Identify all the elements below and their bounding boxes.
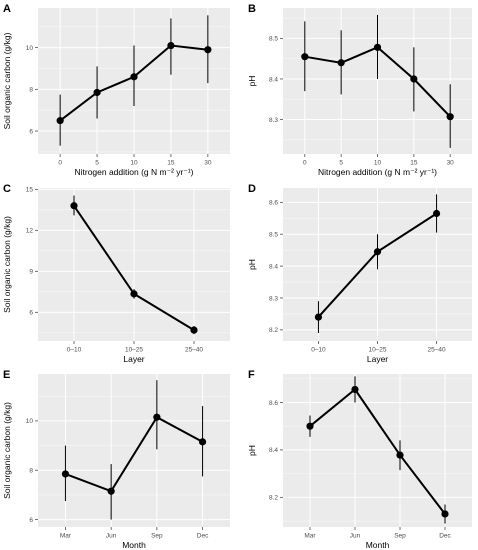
panel-tag: D xyxy=(248,183,256,195)
x-tick-label: 30 xyxy=(447,160,455,167)
y-tick-label: 8.6 xyxy=(269,400,278,407)
data-point xyxy=(198,438,207,446)
x-tick-label: Sep xyxy=(151,533,163,540)
data-point xyxy=(432,209,441,218)
data-point xyxy=(61,470,70,478)
x-tick-label: Dec xyxy=(439,533,451,540)
x-tick-label: Jun xyxy=(350,533,361,540)
y-tick-label: 8.6 xyxy=(269,200,278,207)
y-tick-label: 8.4 xyxy=(269,447,278,454)
data-point xyxy=(446,113,454,121)
panel-tag: B xyxy=(248,3,256,15)
y-tick-label: 6 xyxy=(29,128,33,135)
panel-e: 6 8 10 Mar Jun Sep Dec Month Soil organic carbon… xyxy=(2,369,230,550)
x-axis-label: Month xyxy=(366,540,390,550)
y-tick-label: 8.3 xyxy=(269,295,278,302)
series-line xyxy=(65,415,204,493)
y-tick-label: 8 xyxy=(29,468,33,475)
data-point xyxy=(410,75,418,83)
y-tick-label: 8.4 xyxy=(269,263,278,270)
y-tick-label: 8 xyxy=(29,87,33,94)
data-point xyxy=(373,248,382,256)
x-tick-label: 15 xyxy=(410,160,418,167)
y-tick-label: 8.5 xyxy=(269,232,278,239)
x-tick-label: 25–40 xyxy=(185,347,203,354)
x-axis-label: Month xyxy=(122,540,146,550)
x-tick-label: 5 xyxy=(95,160,99,167)
panel-b: 8.3 8.4 8.5 0 5 10 15 30 Nitrogen addition (g N … xyxy=(247,3,472,177)
x-tick-label: 0–10 xyxy=(311,347,326,354)
x-axis-label: Layer xyxy=(367,354,388,364)
panel-f: 8.2 8.4 8.6 Mar Jun Sep Dec Month pH F xyxy=(247,369,472,550)
x-tick-label: 25–40 xyxy=(428,347,446,354)
panel-tag: C xyxy=(3,183,11,195)
y-tick-label: 12 xyxy=(26,228,34,235)
y-tick-label: 8.5 xyxy=(269,36,278,43)
data-point xyxy=(301,53,309,61)
x-tick-label: 15 xyxy=(167,160,175,167)
x-tick-label: 10–25 xyxy=(125,347,143,354)
plot-background xyxy=(38,374,230,527)
y-axis-label: pH xyxy=(247,76,257,87)
x-tick-label: 0–10 xyxy=(67,347,82,354)
data-point xyxy=(396,451,404,459)
series-line xyxy=(309,387,446,515)
data-point xyxy=(204,46,212,54)
plot-background xyxy=(283,374,472,527)
panel-d: 8.2 8.3 8.4 8.5 8.6 0–10 10–25 25–40 Layer pH D xyxy=(247,183,472,364)
data-point xyxy=(93,88,101,97)
y-axis-label: Soil organic carbon (g/kg) xyxy=(2,216,12,313)
x-tick-label: 10 xyxy=(374,160,382,167)
y-axis-label: Soil organic carbon (g/kg) xyxy=(2,32,12,129)
x-axis-label: Layer xyxy=(123,354,144,364)
x-tick-label: 5 xyxy=(339,160,343,167)
panel-a: 6 8 10 0 5 10 15 30 Nitrogen addition (g N m⁻² y… xyxy=(2,3,230,177)
data-point xyxy=(351,385,359,394)
data-point xyxy=(337,59,345,67)
x-axis-label: Nitrogen addition (g N m⁻² yr⁻¹) xyxy=(74,167,193,177)
x-tick-label: 0 xyxy=(58,160,62,167)
data-point xyxy=(441,510,449,518)
data-point xyxy=(107,487,115,495)
x-tick-label: 10–25 xyxy=(368,347,386,354)
data-point xyxy=(167,41,175,50)
y-axis-label: pH xyxy=(247,445,257,456)
data-point xyxy=(190,326,198,334)
x-tick-label: Jun xyxy=(106,533,117,540)
y-tick-label: 6 xyxy=(29,310,33,317)
panel-tag: F xyxy=(248,369,255,381)
data-point xyxy=(306,422,314,430)
y-axis-label: Soil organic carbon (g/kg) xyxy=(2,402,12,499)
y-tick-label: 6 xyxy=(29,517,33,524)
data-point xyxy=(373,43,382,51)
data-point xyxy=(130,73,138,81)
y-tick-label: 8.4 xyxy=(269,76,278,83)
y-tick-label: 8.3 xyxy=(269,117,278,124)
y-tick-label: 8.2 xyxy=(269,495,278,502)
y-tick-label: 10 xyxy=(26,418,34,425)
x-tick-label: 0 xyxy=(303,160,307,167)
panel-tag: A xyxy=(3,3,11,15)
panel-c: 6 9 12 15 0–10 10–25 25–40 Layer Soil organic ca… xyxy=(2,183,230,364)
y-tick-label: 10 xyxy=(26,45,34,52)
y-tick-label: 15 xyxy=(26,187,34,194)
x-tick-label: Mar xyxy=(60,533,72,540)
x-tick-label: Sep xyxy=(394,533,406,540)
data-point xyxy=(314,313,323,321)
x-tick-label: Mar xyxy=(304,533,316,540)
x-tick-label: Dec xyxy=(197,533,209,540)
data-point xyxy=(56,117,64,125)
panel-tag: E xyxy=(3,369,10,381)
y-tick-label: 9 xyxy=(29,269,33,276)
data-point xyxy=(70,202,78,210)
data-point xyxy=(130,290,138,298)
x-tick-label: 10 xyxy=(130,160,138,167)
data-point xyxy=(153,413,161,421)
y-axis-label: pH xyxy=(247,259,257,270)
x-tick-label: 30 xyxy=(204,160,212,167)
y-tick-label: 8.2 xyxy=(269,327,278,334)
x-axis-label: Nitrogen addition (g N m⁻² yr⁻¹) xyxy=(318,167,437,177)
